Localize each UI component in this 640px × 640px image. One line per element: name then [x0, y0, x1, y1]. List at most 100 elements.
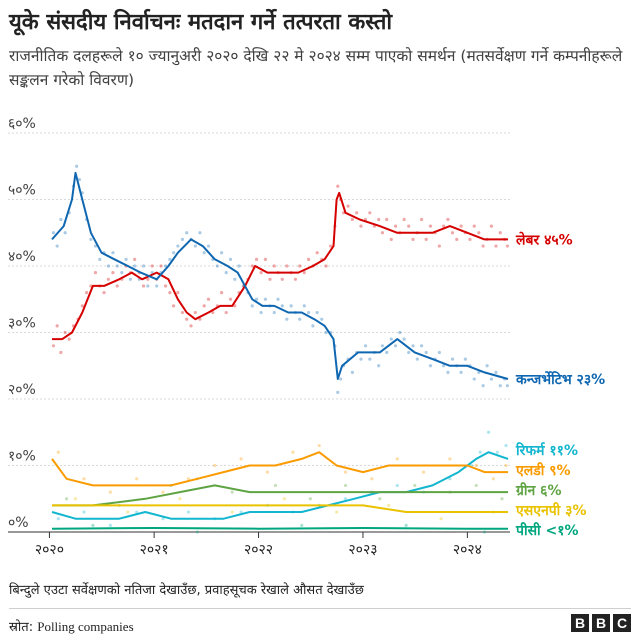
poll-dot	[368, 357, 372, 361]
series-label: रिफर्म ११%	[515, 442, 578, 459]
poll-dot	[355, 211, 359, 215]
y-tick-label: ४०%	[8, 249, 36, 265]
poll-dot	[133, 257, 137, 261]
poll-dot	[293, 277, 298, 281]
poll-dot	[126, 510, 130, 514]
poll-dot	[477, 231, 481, 235]
poll-dot	[450, 231, 455, 235]
poll-dot	[448, 457, 452, 461]
poll-dot	[254, 297, 259, 301]
bbc-logo-letter: B	[592, 614, 610, 632]
poll-dot	[504, 463, 508, 468]
poll-dot	[108, 523, 112, 527]
x-tick-label: २०२०	[35, 542, 64, 558]
poll-dot	[159, 264, 163, 268]
poll-dot	[106, 264, 110, 268]
poll-dot	[141, 284, 146, 288]
poll-dot	[500, 497, 504, 501]
poll-dot	[311, 324, 315, 328]
series-line	[52, 484, 508, 507]
source-value: Polling companies	[37, 619, 134, 634]
poll-dot	[428, 224, 433, 228]
poll-dot	[455, 237, 459, 241]
poll-dot	[402, 337, 406, 341]
poll-dot	[146, 277, 150, 281]
poll-dot	[482, 530, 487, 534]
poll-dot	[343, 483, 348, 488]
x-tick-label: २०२३	[348, 542, 377, 558]
poll-dot	[468, 237, 472, 241]
poll-dot	[393, 344, 398, 348]
poll-dot	[285, 264, 289, 268]
poll-dot	[106, 277, 110, 281]
poll-dot	[91, 523, 95, 527]
poll-dot	[228, 297, 233, 301]
poll-dot	[168, 257, 172, 261]
poll-dot	[82, 477, 86, 481]
poll-dot	[368, 211, 372, 215]
poll-dot	[202, 304, 206, 308]
poll-dot	[442, 224, 446, 228]
poll-dot	[198, 231, 202, 235]
series-line	[52, 191, 508, 341]
poll-dot	[308, 497, 312, 501]
source-label: स्रोत:	[9, 620, 34, 635]
series-label: ग्रीन ६%	[515, 482, 561, 499]
poll-dot	[317, 443, 321, 448]
poll-dot	[64, 497, 69, 501]
poll-dot	[55, 244, 59, 248]
poll-dot	[250, 304, 254, 308]
poll-dot	[268, 277, 272, 281]
poll-dot	[230, 510, 234, 514]
poll-dot	[111, 251, 115, 255]
poll-dot	[315, 310, 319, 315]
poll-dot	[437, 244, 441, 248]
poll-dot	[59, 350, 63, 355]
poll-dot	[82, 510, 86, 514]
y-tick-label: १०%	[8, 449, 36, 465]
poll-dot	[135, 510, 139, 514]
poll-dot	[163, 284, 168, 288]
poll-dot	[411, 344, 415, 348]
series-line	[51, 451, 508, 487]
poll-dot	[263, 297, 268, 301]
poll-dot	[75, 164, 79, 168]
poll-dot	[280, 304, 284, 308]
poll-dot	[395, 483, 399, 488]
bbc-logo-letter: C	[613, 614, 631, 632]
poll-dot	[285, 317, 289, 321]
poll-dot	[213, 463, 217, 468]
poll-dot	[385, 350, 389, 355]
bbc-logo-letter: B	[571, 614, 589, 632]
poll-dot	[474, 463, 478, 468]
poll-dot	[307, 257, 311, 261]
y-tick-label: ५०%	[8, 183, 36, 199]
poll-dot	[498, 231, 502, 235]
poll-dot	[146, 284, 150, 288]
poll-dot	[233, 304, 237, 308]
source-line: स्रोत: Polling companies	[9, 617, 134, 635]
poll-dot	[250, 264, 254, 268]
poll-dot	[343, 497, 348, 501]
poll-dot	[63, 330, 67, 335]
poll-dot	[339, 377, 343, 381]
poll-dot	[289, 304, 293, 308]
poll-dot	[494, 244, 498, 248]
poll-dot	[263, 257, 268, 261]
poll-dot	[73, 497, 78, 501]
poll-dot	[51, 344, 56, 348]
poll-dot	[56, 517, 60, 521]
y-tick-label: ०%	[8, 515, 29, 531]
poll-dot	[259, 310, 263, 315]
poll-dot	[189, 324, 193, 328]
poll-dot	[254, 257, 259, 261]
series-line	[51, 527, 508, 530]
series-label: एलडी ९%	[515, 462, 571, 479]
poll-dot	[186, 510, 191, 514]
poll-dot	[315, 251, 319, 255]
poll-dot	[302, 304, 306, 308]
bbc-logo: B B C	[571, 614, 631, 632]
poll-dot	[377, 364, 381, 368]
poll-dot	[239, 457, 243, 461]
poll-dot	[335, 510, 339, 514]
